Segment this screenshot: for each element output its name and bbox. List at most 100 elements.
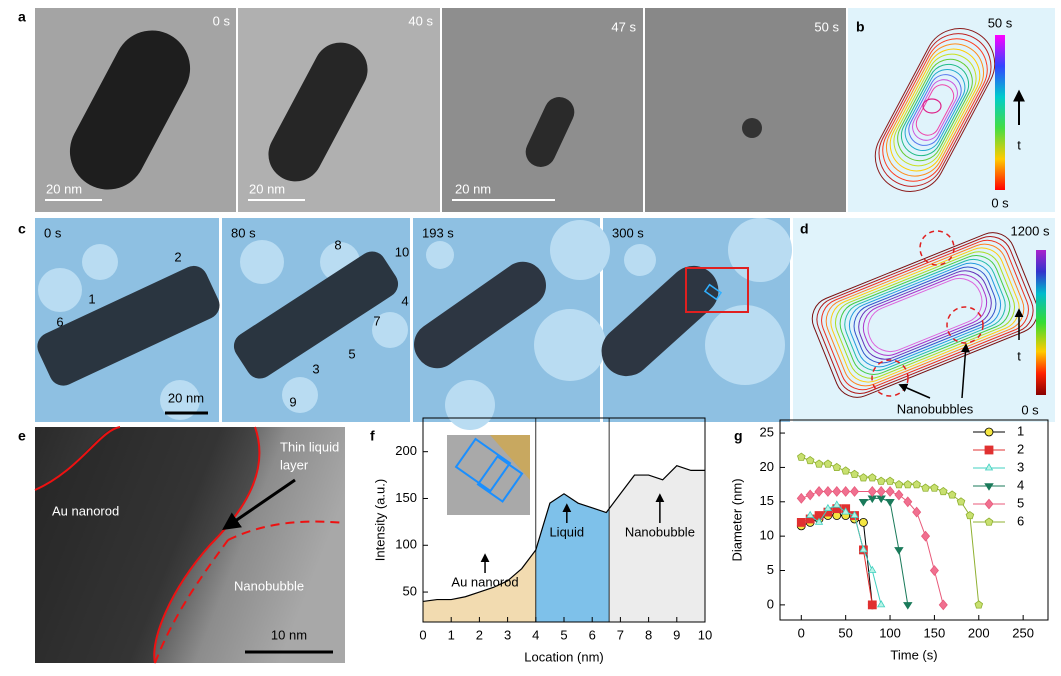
nanorod (268, 42, 368, 182)
marker (806, 510, 815, 518)
marker (805, 456, 815, 465)
colorbar (995, 35, 1005, 190)
marker (938, 599, 948, 611)
marker (894, 480, 904, 489)
y-tick-label: 20 (760, 459, 774, 474)
contour (825, 243, 1025, 387)
scale-label: 20 nm (455, 181, 491, 196)
y-tick-label: 200 (395, 443, 417, 458)
x-tick-label: 100 (879, 625, 901, 640)
nanorod (233, 251, 399, 379)
series-line (801, 515, 873, 605)
scale-label: 20 nm (249, 181, 285, 196)
x-tick-label: 9 (673, 627, 680, 642)
panel-label: c (18, 221, 26, 237)
contour (811, 232, 1039, 398)
y-axis-label: Diameter (nm) (729, 478, 744, 561)
marker (868, 473, 877, 482)
contour (821, 239, 1029, 391)
y-tick-label: 25 (760, 424, 774, 439)
marker (796, 518, 806, 527)
marker (797, 452, 806, 461)
x-tick-label: 150 (924, 625, 946, 640)
time-label: 50 s (814, 19, 839, 34)
panel-label: a (18, 9, 26, 25)
time-label: 0 s (44, 225, 62, 240)
nanorod-region (35, 426, 260, 663)
marker (867, 600, 877, 610)
marker (823, 503, 833, 512)
x-tick-label: 10 (698, 627, 712, 642)
scale-label: 20 nm (168, 390, 204, 405)
region (423, 549, 536, 622)
region (535, 493, 610, 622)
contour (878, 33, 992, 187)
marker (984, 517, 994, 526)
contour (858, 270, 992, 360)
marker (868, 565, 877, 573)
bubble-id: 5 (348, 346, 355, 361)
marker (805, 489, 815, 501)
marker (876, 476, 886, 485)
time-label: 40 s (408, 13, 433, 28)
contour (848, 262, 1002, 368)
contour (922, 98, 942, 114)
panel-e: Thin liquid layer Au nanorod Nanobubble … (34, 426, 346, 664)
marker (930, 483, 939, 492)
inset-rod (490, 435, 530, 480)
contour (867, 277, 983, 353)
x-tick-label: 2 (476, 627, 483, 642)
arrow (898, 383, 931, 399)
nanorod (414, 261, 546, 369)
bubble-markers (871, 230, 984, 397)
bubble-outline (154, 520, 346, 664)
annotation: Au nanorod (52, 503, 119, 518)
rod-outline (34, 426, 261, 664)
y-tick-label: 5 (767, 562, 774, 577)
contour (904, 69, 966, 151)
time-label: 300 s (612, 225, 644, 240)
marker (984, 445, 994, 455)
colorbar-label: 50 s (988, 15, 1013, 30)
x-tick-label: 3 (504, 627, 511, 642)
legend-label: 2 (1017, 441, 1024, 456)
colorbar-axis: t (1017, 348, 1021, 363)
nanorod (601, 265, 719, 377)
y-tick-label: 0 (767, 596, 774, 611)
marker (823, 459, 833, 468)
x-axis-label: Time (s) (890, 647, 937, 662)
x-tick-label: 6 (589, 627, 596, 642)
marker (912, 506, 922, 518)
marker (877, 600, 886, 608)
x-tick-label: 0 (419, 627, 426, 642)
contour (844, 258, 1006, 372)
contour (882, 38, 988, 182)
marker (850, 486, 860, 497)
marker (814, 486, 824, 497)
panel-label: g (734, 428, 743, 444)
marker (858, 498, 869, 507)
panel-label: f (370, 428, 375, 444)
marker (850, 469, 859, 478)
legend-label: 4 (1017, 477, 1024, 492)
marker (984, 463, 994, 471)
scale-label: 10 nm (271, 627, 307, 642)
marker (832, 486, 842, 497)
annotation: layer (280, 457, 309, 472)
bubble-id: 7 (373, 313, 380, 328)
legend-label: 5 (1017, 495, 1024, 510)
marker (832, 500, 841, 508)
time-label: 47 s (611, 19, 636, 34)
time-label: 0 s (213, 13, 231, 28)
marker (974, 600, 984, 609)
marker (876, 486, 886, 497)
marker (956, 497, 966, 506)
contour (835, 251, 1015, 379)
contour (908, 74, 962, 146)
contours (811, 232, 1039, 398)
contour (893, 53, 977, 167)
marker (885, 498, 895, 507)
arrow (222, 478, 296, 531)
marker (823, 486, 833, 497)
